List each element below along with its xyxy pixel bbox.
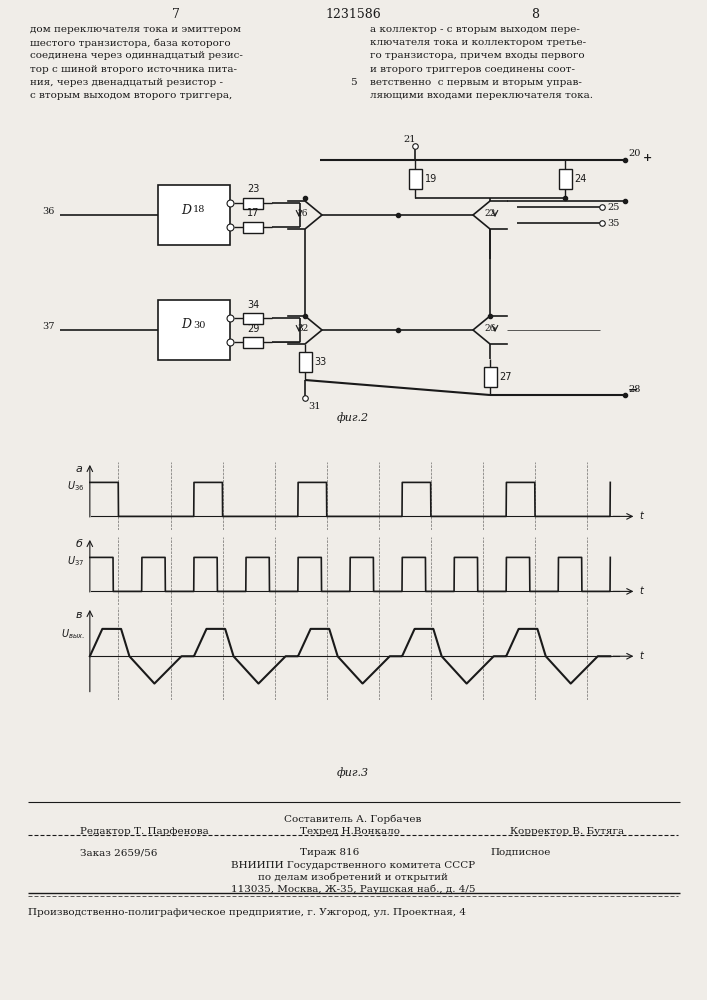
Bar	[243, 198, 264, 209]
Text: Составитель А. Горбачев: Составитель А. Горбачев	[284, 814, 421, 824]
Text: 1231586: 1231586	[325, 8, 381, 21]
Text: D: D	[181, 204, 191, 217]
Text: фиг.2: фиг.2	[337, 412, 369, 423]
Bar	[243, 222, 264, 232]
Text: 30: 30	[193, 320, 205, 330]
Text: и второго триггеров соединены соот-: и второго триггеров соединены соот-	[370, 65, 575, 74]
Text: шестого транзистора, база которого: шестого транзистора, база которого	[30, 38, 230, 48]
Text: го транзистора, причем входы первого: го транзистора, причем входы первого	[370, 51, 585, 60]
Text: 28: 28	[628, 385, 641, 394]
Text: $U_{36}$: $U_{36}$	[67, 479, 85, 493]
Bar	[158, 185, 230, 245]
Text: Тираж 816: Тираж 816	[300, 848, 359, 857]
Bar	[409, 169, 421, 189]
Text: ветственно  с первым и вторым управ-: ветственно с первым и вторым управ-	[370, 78, 582, 87]
Text: 25: 25	[607, 203, 619, 212]
Text: 37: 37	[42, 322, 55, 331]
Text: t: t	[639, 586, 643, 596]
Text: дом переключателя тока и эмиттером: дом переключателя тока и эмиттером	[30, 25, 241, 34]
Text: Корректор В. Бутяга: Корректор В. Бутяга	[510, 827, 624, 836]
Text: ния, через двенадцатый резистор -: ния, через двенадцатый резистор -	[30, 78, 223, 87]
Text: 23: 23	[247, 184, 259, 194]
Bar	[243, 336, 264, 348]
Text: 26: 26	[484, 324, 496, 333]
Bar	[559, 169, 571, 189]
Text: $U_{37}$: $U_{37}$	[67, 554, 85, 568]
Bar	[298, 352, 312, 372]
Text: 5: 5	[350, 78, 356, 87]
Text: ключателя тока и коллектором третье-: ключателя тока и коллектором третье-	[370, 38, 586, 47]
Text: соединена через одиннадцатый резис-: соединена через одиннадцатый резис-	[30, 51, 243, 60]
Text: 113035, Москва, Ж-35, Раушская наб., д. 4/5: 113035, Москва, Ж-35, Раушская наб., д. …	[230, 885, 475, 894]
Text: t: t	[639, 651, 643, 661]
Text: Техред Н.Вонкало: Техред Н.Вонкало	[300, 827, 400, 836]
Text: −: −	[628, 384, 638, 397]
Text: 24: 24	[575, 174, 587, 184]
Text: в: в	[76, 610, 82, 620]
Text: Производственно-полиграфическое предприятие, г. Ужгород, ул. Проектная, 4: Производственно-полиграфическое предприя…	[28, 908, 466, 917]
Text: 35: 35	[607, 219, 619, 228]
Text: D: D	[181, 318, 191, 332]
Text: 33: 33	[315, 357, 327, 367]
Bar	[243, 312, 264, 324]
Text: 34: 34	[247, 300, 259, 310]
Text: с вторым выходом второго триггера,: с вторым выходом второго триггера,	[30, 91, 233, 100]
Text: Заказ 2659/56: Заказ 2659/56	[80, 848, 158, 857]
Text: б: б	[75, 539, 82, 549]
Text: $U_{вых.}$: $U_{вых.}$	[61, 627, 85, 641]
Text: по делам изобретений и открытий: по делам изобретений и открытий	[258, 873, 448, 882]
Text: 32: 32	[298, 324, 309, 333]
Text: 20: 20	[628, 149, 641, 158]
Text: Подписное: Подписное	[490, 848, 550, 857]
Text: 31: 31	[308, 402, 320, 411]
Text: +: +	[643, 152, 653, 163]
Text: 21: 21	[404, 135, 416, 144]
Text: 16: 16	[297, 209, 309, 218]
Text: 17: 17	[247, 209, 259, 219]
Text: а: а	[75, 464, 82, 474]
Text: тор с шиной второго источника пита-: тор с шиной второго источника пита-	[30, 65, 237, 74]
Text: фиг.3: фиг.3	[337, 767, 369, 778]
Text: 18: 18	[193, 206, 205, 215]
Text: ляющими входами переключателя тока.: ляющими входами переключателя тока.	[370, 91, 593, 100]
Text: 22: 22	[484, 209, 496, 218]
Text: 8: 8	[531, 8, 539, 21]
Text: 36: 36	[42, 207, 55, 216]
Text: 19: 19	[424, 174, 437, 184]
Text: 29: 29	[247, 324, 259, 334]
Bar	[484, 367, 496, 387]
Text: Редактор Т. Парфенова: Редактор Т. Парфенова	[80, 827, 209, 836]
Text: 7: 7	[172, 8, 180, 21]
Text: а коллектор - с вторым выходом пере-: а коллектор - с вторым выходом пере-	[370, 25, 580, 34]
Text: 27: 27	[500, 372, 512, 382]
Text: ВНИИПИ Государственного комитета СССР: ВНИИПИ Государственного комитета СССР	[231, 861, 475, 870]
Bar	[158, 300, 230, 360]
Text: t: t	[639, 511, 643, 521]
